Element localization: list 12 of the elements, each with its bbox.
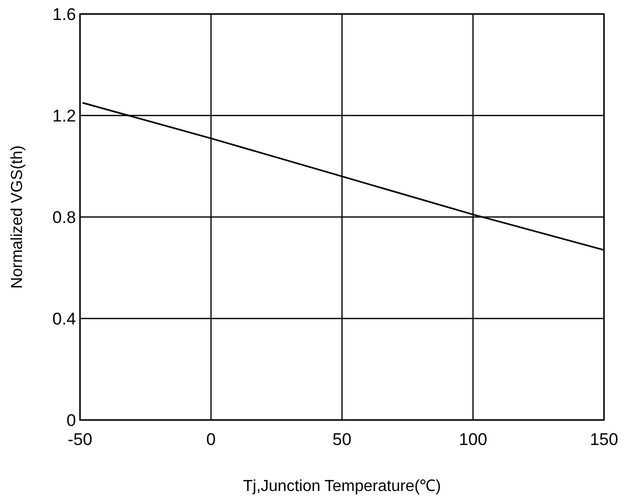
y-axis-title: Normalized VGS(th) xyxy=(9,145,26,289)
x-tick-label: 100 xyxy=(458,430,488,449)
y-tick-label: 0 xyxy=(66,411,76,430)
x-axis-title: Tj,Junction Temperature(℃) xyxy=(243,478,441,495)
x-tick-label: 50 xyxy=(332,430,352,449)
y-tick-label: 0.4 xyxy=(52,310,76,328)
y-tick-label: 1.2 xyxy=(52,106,76,126)
x-tick-label: 150 xyxy=(590,430,618,449)
y-tick-label: 0.8 xyxy=(52,208,76,227)
x-tick-label: -50 xyxy=(68,430,92,449)
y-tick-label: 1.6 xyxy=(52,5,76,24)
x-tick-label: 0 xyxy=(206,430,216,449)
